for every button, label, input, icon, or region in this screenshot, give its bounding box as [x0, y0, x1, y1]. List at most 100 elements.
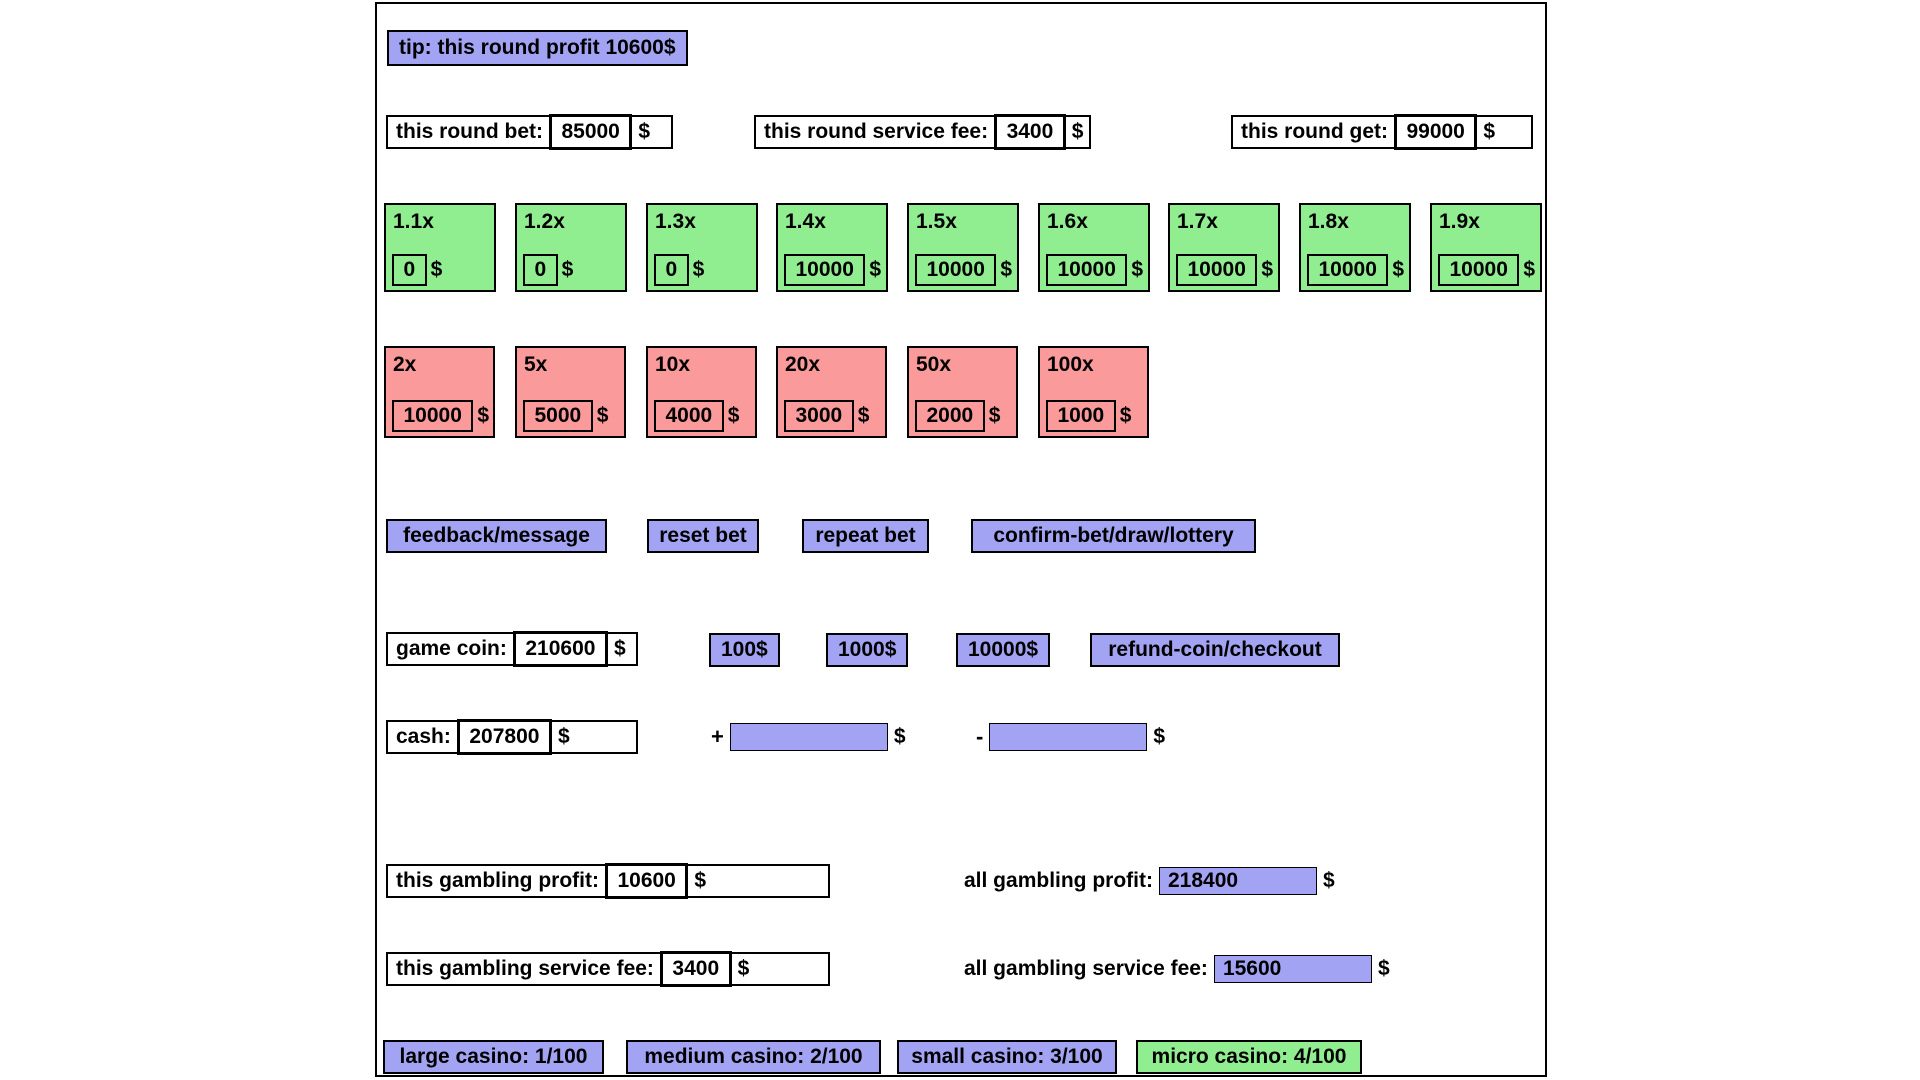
multiplier-bet-input[interactable] — [915, 400, 985, 432]
multiplier-bet-input[interactable] — [784, 400, 854, 432]
multiplier-bet-input[interactable] — [392, 254, 427, 286]
withdraw-amount-input[interactable] — [989, 723, 1148, 751]
round-get-box: this round get: $ — [1231, 114, 1533, 150]
round-bet-box: this round bet: $ — [386, 114, 673, 150]
currency-label: $ — [1131, 258, 1144, 281]
currency-label: $ — [596, 404, 609, 427]
multiplier-box-2x: 2x $ — [384, 346, 495, 438]
reset-bet-button[interactable]: reset bet — [647, 519, 759, 553]
currency-label: $ — [727, 404, 740, 427]
all-gambling-profit-input[interactable] — [1159, 867, 1317, 895]
currency-label: $ — [692, 258, 705, 281]
round-service-fee-box: this round service fee: $ — [754, 114, 1091, 150]
all-gambling-profit-cluster: all gambling profit: $ — [964, 864, 1335, 898]
multiplier-box-20x: 20x $ — [776, 346, 887, 438]
currency-label: $ — [1377, 957, 1390, 980]
multiplier-bet-input[interactable] — [654, 400, 724, 432]
this-gambling-service-fee-input[interactable] — [659, 951, 732, 987]
currency-label: $ — [1483, 120, 1496, 143]
multiplier-label: 1.9x — [1439, 210, 1480, 233]
multiplier-bet-input[interactable] — [784, 254, 866, 286]
multiplier-bet-input[interactable] — [654, 254, 689, 286]
withdraw-cluster: - $ — [976, 720, 1165, 754]
round-service-fee-label: this round service fee: — [764, 120, 989, 143]
multiplier-box-1.4x: 1.4x $ — [776, 203, 888, 292]
cash-input[interactable] — [456, 719, 552, 755]
minus-sign: - — [976, 724, 984, 749]
deposit-cluster: + $ — [711, 720, 906, 754]
game-coin-box: game coin: $ — [386, 631, 638, 667]
plus-sign: + — [711, 724, 724, 749]
currency-label: $ — [1153, 725, 1166, 748]
all-gambling-service-fee-label: all gambling service fee: — [964, 957, 1208, 980]
multiplier-label: 1.7x — [1177, 210, 1218, 233]
multiplier-label: 1.4x — [785, 210, 826, 233]
round-bet-label: this round bet: — [396, 120, 543, 143]
add-10000-button[interactable]: 10000$ — [956, 633, 1051, 667]
this-gambling-profit-box: this gambling profit: $ — [386, 863, 830, 899]
currency-label: $ — [561, 258, 574, 281]
this-gambling-service-fee-box: this gambling service fee: $ — [386, 951, 830, 987]
small-casino-button[interactable]: small casino: 3/100 — [897, 1040, 1117, 1074]
multiplier-box-1.3x: 1.3x $ — [646, 203, 758, 292]
multiplier-bet-input[interactable] — [523, 400, 593, 432]
micro-casino-button[interactable]: micro casino: 4/100 — [1136, 1040, 1362, 1074]
currency-label: $ — [1000, 258, 1013, 281]
round-bet-input[interactable] — [548, 114, 633, 150]
multiplier-bet-input[interactable] — [1046, 400, 1116, 432]
round-get-label: this round get: — [1241, 120, 1388, 143]
currency-label: $ — [638, 120, 651, 143]
medium-casino-button[interactable]: medium casino: 2/100 — [626, 1040, 881, 1074]
multiplier-label: 1.5x — [916, 210, 957, 233]
all-gambling-service-fee-input[interactable] — [1213, 955, 1372, 983]
multiplier-label: 100x — [1047, 353, 1094, 376]
multiplier-label: 10x — [655, 353, 691, 376]
multiplier-bet-input[interactable] — [1438, 254, 1520, 286]
add-1000-button[interactable]: 1000$ — [826, 633, 909, 667]
currency-label: $ — [694, 869, 707, 892]
all-gambling-profit-label: all gambling profit: — [964, 869, 1153, 892]
multiplier-bet-input[interactable] — [392, 400, 474, 432]
add-100-button[interactable]: 100$ — [709, 633, 780, 667]
round-service-fee-input[interactable] — [994, 114, 1066, 150]
deposit-amount-input[interactable] — [729, 723, 888, 751]
repeat-bet-button[interactable]: repeat bet — [802, 519, 929, 553]
currency-label: $ — [737, 957, 750, 980]
currency-label: $ — [857, 404, 870, 427]
multiplier-box-1.1x: 1.1x $ — [384, 203, 496, 292]
multiplier-box-1.8x: 1.8x $ — [1299, 203, 1411, 292]
game-coin-input[interactable] — [512, 631, 608, 667]
currency-label: $ — [613, 637, 626, 660]
multiplier-label: 1.2x — [524, 210, 565, 233]
multiplier-bet-input[interactable] — [1176, 254, 1258, 286]
refund-coin-checkout-button[interactable]: refund-coin/checkout — [1090, 633, 1340, 667]
round-get-input[interactable] — [1393, 114, 1478, 150]
multiplier-bet-input[interactable] — [1307, 254, 1389, 286]
large-casino-button[interactable]: large casino: 1/100 — [383, 1040, 604, 1074]
all-gambling-service-fee-cluster: all gambling service fee: $ — [964, 952, 1390, 986]
casino-game-panel: tip: this round profit 10600$ this round… — [375, 2, 1547, 1077]
currency-label: $ — [430, 258, 443, 281]
multiplier-box-1.5x: 1.5x $ — [907, 203, 1019, 292]
confirm-bet-draw-lottery-button[interactable]: confirm-bet/draw/lottery — [971, 519, 1256, 553]
currency-label: $ — [988, 404, 1001, 427]
multiplier-label: 20x — [785, 353, 821, 376]
currency-label: $ — [557, 725, 570, 748]
multiplier-bet-input[interactable] — [523, 254, 558, 286]
multiplier-box-50x: 50x $ — [907, 346, 1018, 438]
multiplier-label: 2x — [393, 353, 417, 376]
multiplier-label: 1.8x — [1308, 210, 1349, 233]
currency-label: $ — [1392, 258, 1405, 281]
this-gambling-profit-input[interactable] — [604, 863, 689, 899]
multiplier-box-1.7x: 1.7x $ — [1168, 203, 1280, 292]
multiplier-label: 50x — [916, 353, 952, 376]
game-coin-label: game coin: — [396, 637, 507, 660]
multiplier-bet-input[interactable] — [1046, 254, 1128, 286]
multiplier-box-1.9x: 1.9x $ — [1430, 203, 1542, 292]
tip-banner[interactable]: tip: this round profit 10600$ — [387, 30, 688, 66]
multiplier-bet-input[interactable] — [915, 254, 997, 286]
currency-label: $ — [1323, 869, 1335, 892]
currency-label: $ — [1119, 404, 1132, 427]
feedback-message-button[interactable]: feedback/message — [386, 519, 607, 553]
multiplier-box-10x: 10x $ — [646, 346, 757, 438]
